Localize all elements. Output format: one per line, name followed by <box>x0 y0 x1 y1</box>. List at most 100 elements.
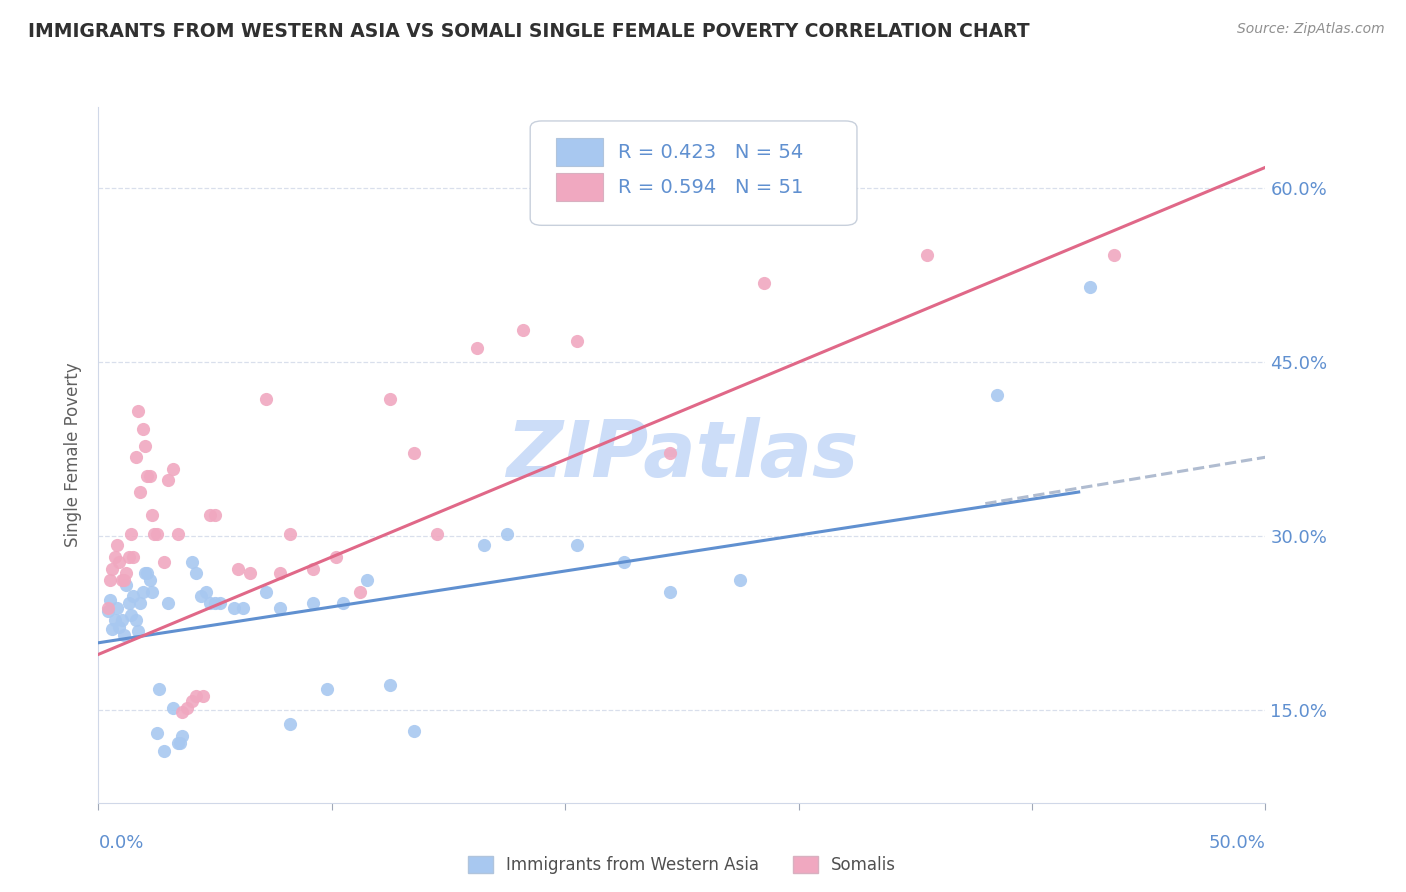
FancyBboxPatch shape <box>555 138 603 166</box>
Point <box>659 584 682 599</box>
Point <box>141 508 163 523</box>
Point <box>1080 280 1102 294</box>
Point <box>256 392 278 407</box>
Point <box>278 717 301 731</box>
Point <box>146 526 169 541</box>
Point <box>111 573 134 587</box>
Point <box>143 526 166 541</box>
Point <box>269 566 291 581</box>
Point <box>97 601 120 615</box>
Point <box>105 538 128 552</box>
Point <box>402 445 425 459</box>
Point <box>157 596 180 610</box>
Point <box>752 277 775 291</box>
Point <box>193 689 215 703</box>
Point <box>112 573 135 587</box>
Point <box>141 584 163 599</box>
Point <box>190 590 212 604</box>
Point <box>166 735 188 749</box>
Point <box>101 561 124 575</box>
Point <box>172 706 194 720</box>
Point <box>316 682 339 697</box>
Point <box>378 677 402 691</box>
Point <box>134 566 156 581</box>
Point <box>97 605 120 619</box>
Text: R = 0.594   N = 51: R = 0.594 N = 51 <box>617 178 803 196</box>
Point <box>232 601 254 615</box>
Point <box>356 573 378 587</box>
Point <box>180 694 202 708</box>
Point <box>129 596 152 610</box>
Text: R = 0.423   N = 54: R = 0.423 N = 54 <box>617 143 803 161</box>
Point <box>104 613 127 627</box>
Point <box>118 549 141 564</box>
Point <box>565 334 588 349</box>
Point <box>239 566 262 581</box>
Point <box>104 549 127 564</box>
Point <box>180 555 202 569</box>
Point <box>125 613 148 627</box>
Point <box>378 392 402 407</box>
Point <box>278 526 301 541</box>
Point <box>200 508 222 523</box>
Point <box>115 578 138 592</box>
FancyBboxPatch shape <box>530 121 856 226</box>
Point <box>134 439 156 453</box>
Y-axis label: Single Female Poverty: Single Female Poverty <box>63 363 82 547</box>
Point <box>108 619 131 633</box>
Point <box>302 596 325 610</box>
Point <box>166 526 188 541</box>
Point <box>162 462 184 476</box>
Point <box>426 526 449 541</box>
Point <box>402 723 425 738</box>
Point <box>228 561 250 575</box>
Point <box>986 387 1008 401</box>
Point <box>146 726 169 740</box>
Point <box>115 566 138 581</box>
Point <box>139 573 162 587</box>
Point <box>1102 248 1125 262</box>
Point <box>162 700 184 714</box>
Point <box>186 689 208 703</box>
Point <box>222 601 245 615</box>
Point <box>111 613 134 627</box>
Point <box>148 682 170 697</box>
Point <box>332 596 354 610</box>
Point <box>495 526 517 541</box>
Point <box>120 526 142 541</box>
Point <box>105 601 128 615</box>
Point <box>98 573 121 587</box>
Point <box>659 445 682 459</box>
Point <box>112 628 135 642</box>
Point <box>915 248 938 262</box>
Point <box>176 700 198 714</box>
Point <box>269 601 291 615</box>
Point <box>132 422 155 436</box>
Point <box>465 341 488 355</box>
Point <box>98 592 121 607</box>
Point <box>120 607 142 622</box>
Text: 0.0%: 0.0% <box>98 834 143 852</box>
Point <box>186 566 208 581</box>
Point <box>157 474 180 488</box>
Point <box>172 729 194 743</box>
Point <box>136 468 159 483</box>
Point <box>125 450 148 465</box>
Point <box>129 485 152 500</box>
Point <box>169 735 191 749</box>
Point <box>302 561 325 575</box>
Point <box>565 538 588 552</box>
Point <box>194 584 217 599</box>
Point <box>122 590 145 604</box>
Point <box>204 508 226 523</box>
Text: IMMIGRANTS FROM WESTERN ASIA VS SOMALI SINGLE FEMALE POVERTY CORRELATION CHART: IMMIGRANTS FROM WESTERN ASIA VS SOMALI S… <box>28 22 1029 41</box>
Point <box>136 566 159 581</box>
Point <box>152 555 174 569</box>
Point <box>730 573 752 587</box>
Point <box>152 744 174 758</box>
Point <box>127 624 149 639</box>
Point <box>512 323 534 337</box>
Point <box>612 555 634 569</box>
Text: Source: ZipAtlas.com: Source: ZipAtlas.com <box>1237 22 1385 37</box>
Point <box>256 584 278 599</box>
